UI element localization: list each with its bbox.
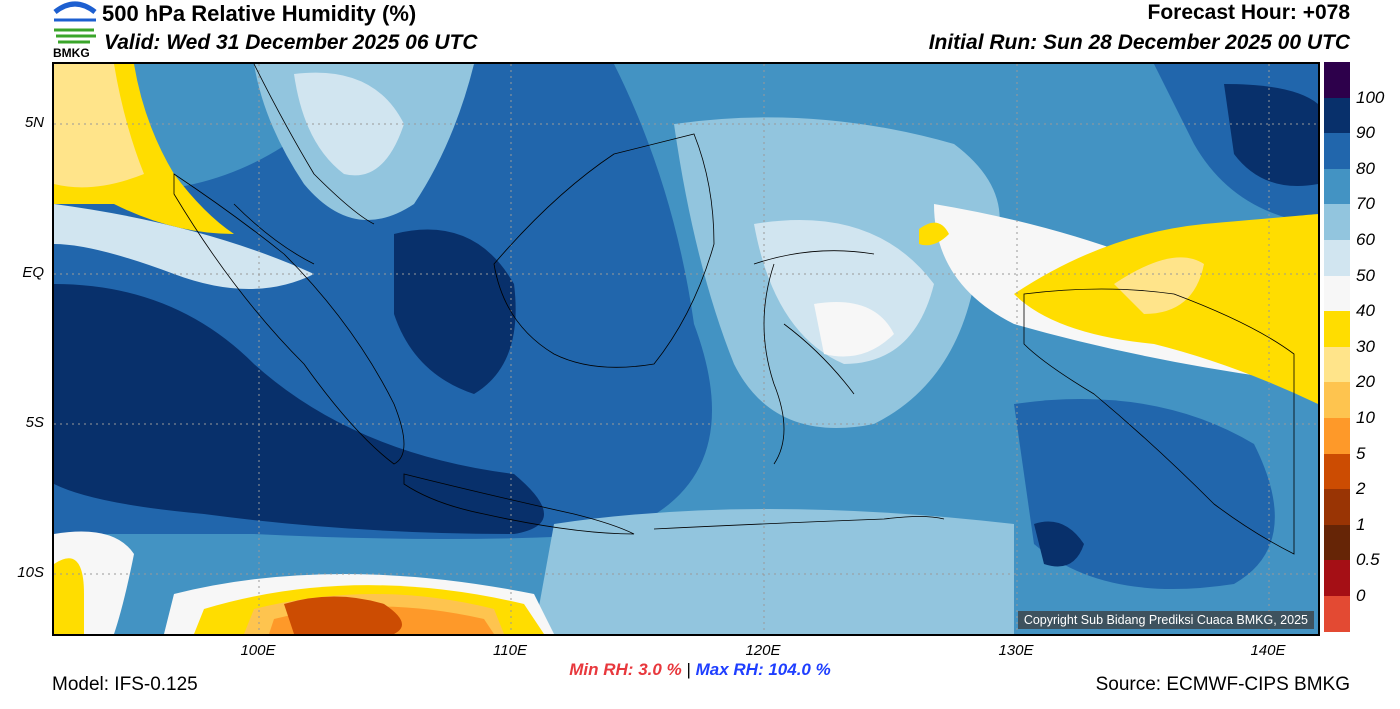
lon-label-110e: 110E (493, 642, 527, 659)
colorbar-swatch (1324, 382, 1350, 419)
colorbar-label: 40 (1356, 301, 1375, 321)
colorbar-label: 0.5 (1356, 550, 1380, 570)
min-rh-value: 3.0 % (638, 660, 682, 679)
humidity-map (52, 62, 1320, 636)
java-coast (403, 473, 635, 535)
stats-separator: | (686, 660, 691, 679)
chart-title: 500 hPa Relative Humidity (%) (102, 1, 417, 26)
colorbar-swatch (1324, 453, 1350, 490)
rh-90-region (1224, 84, 1318, 186)
rh-stats: Min RH: 3.0 % | Max RH: 104.0 % (0, 660, 1400, 680)
colorbar-label: 10 (1356, 408, 1375, 427)
lat-label-eq: EQ (22, 264, 44, 281)
colorbar-swatch (1324, 524, 1350, 561)
lon-label-120e: 120E (745, 642, 781, 659)
forecast-hour: Forecast Hour: +078 (1147, 1, 1351, 24)
lat-label-5s: 5S (25, 414, 44, 431)
rh-40-region (814, 302, 894, 357)
colorbar-swatch (1324, 275, 1350, 312)
sumatra-coast (173, 173, 405, 465)
lon-label-140e: 140E (1250, 642, 1286, 659)
malay-coast (233, 64, 375, 265)
coastlines (173, 64, 1295, 555)
rh-30-region (54, 558, 84, 634)
max-rh-label: Max RH: (695, 660, 764, 679)
papua-coast (1023, 288, 1295, 555)
sulawesi-coast (753, 250, 875, 465)
colorbar-label: 20 (1356, 372, 1375, 392)
colorbar-label: 0 (1356, 586, 1366, 605)
borneo-coast (493, 133, 715, 368)
lat-label-10s: 10S (17, 564, 44, 581)
source-label: Source: ECMWF-CIPS BMKG (1095, 674, 1350, 695)
colorbar-swatch (1324, 418, 1350, 455)
colorbar-label: 90 (1356, 123, 1375, 143)
colorbar-label: 30 (1356, 336, 1375, 356)
colorbar-swatch (1324, 62, 1350, 99)
rh-60-region (534, 509, 1014, 634)
rh-40-region (54, 204, 314, 289)
colorbar-swatch (1324, 204, 1350, 241)
model-label: Model: IFS-0.125 (52, 674, 198, 695)
colorbar-swatch (1324, 133, 1350, 170)
rh-30-region (919, 222, 949, 246)
colorbar-swatch (1324, 346, 1350, 383)
colorbar-label: 70 (1356, 194, 1375, 214)
max-rh-value: 104.0 % (768, 660, 831, 679)
lon-label-130e: 130E (998, 642, 1034, 659)
rh-90-region (394, 229, 516, 394)
copyright-notice: Copyright Sub Bidang Prediksi Cuaca BMKG… (1017, 611, 1314, 629)
bmkg-logo: BMKG (50, 0, 100, 62)
rh-90-region (1034, 521, 1084, 567)
colorbar-label: 80 (1356, 158, 1375, 178)
graticule (54, 64, 1318, 634)
colorbar-label: 100 (1356, 87, 1385, 107)
colorbar-swatch (1324, 168, 1350, 205)
rh-20-region (1114, 257, 1204, 314)
initial-run: Initial Run: Sun 28 December 2025 00 UTC (928, 31, 1350, 54)
colorbar-label: 50 (1356, 265, 1375, 285)
nusa-tenggara-coast (653, 516, 945, 530)
colorbar-swatch (1324, 97, 1350, 134)
rh-20-region (54, 64, 144, 188)
colorbar-swatch (1324, 596, 1350, 633)
lat-label-5n: 5N (24, 114, 44, 131)
rh-2-region (284, 596, 402, 634)
colorbar-swatch (1324, 489, 1350, 526)
colorbar-label: 60 (1356, 230, 1375, 249)
colorbar-swatch (1324, 240, 1350, 277)
colorbar-label: 1 (1356, 514, 1366, 534)
logo-text: BMKG (53, 46, 90, 60)
colorbar-swatch (1324, 560, 1350, 597)
lon-label-100e: 100E (240, 642, 276, 659)
rh-90-region (54, 284, 544, 534)
valid-time: Valid: Wed 31 December 2025 06 UTC (104, 31, 478, 54)
colorbar-swatch (1324, 311, 1350, 348)
colorbar-label: 2 (1356, 479, 1366, 499)
min-rh-label: Min RH: (569, 660, 634, 679)
colorbar-label: 5 (1356, 443, 1366, 463)
